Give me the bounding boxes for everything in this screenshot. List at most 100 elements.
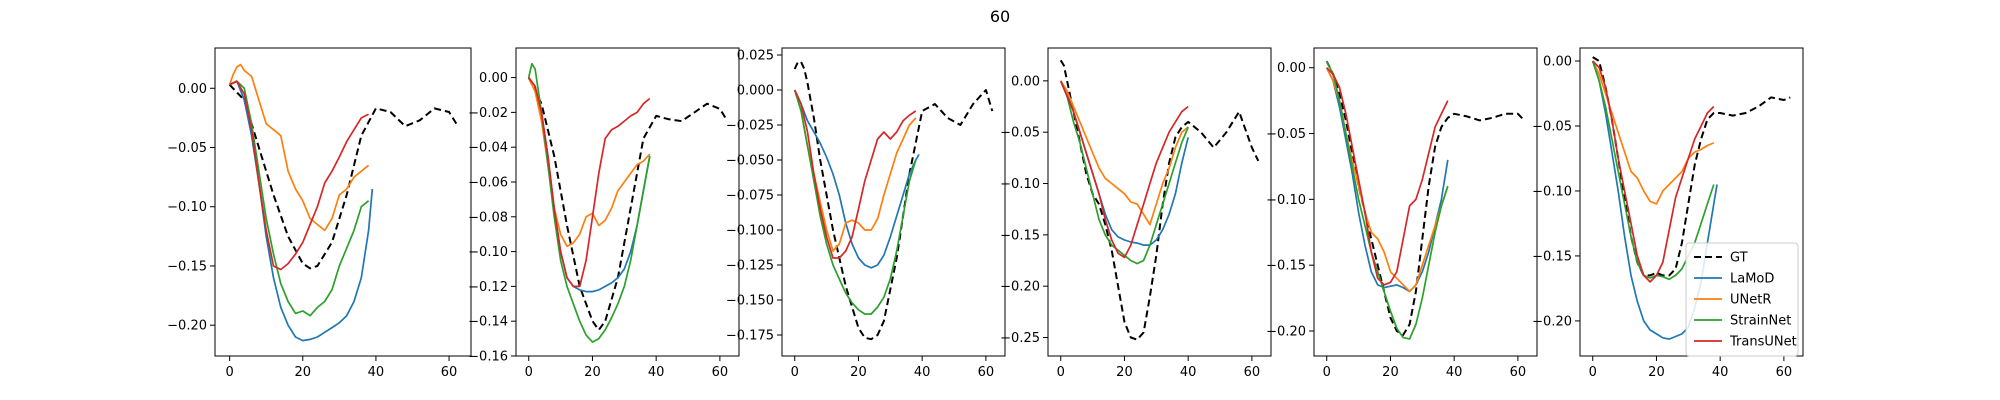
x-tick-label: 0 bbox=[1589, 365, 1597, 380]
series-line-transunet bbox=[528, 77, 651, 288]
y-tick-label: 0.000 bbox=[737, 84, 774, 99]
y-tick-label: −0.15 bbox=[167, 259, 207, 274]
series-line-lamod bbox=[1325, 67, 1449, 293]
x-tick-label: 40 bbox=[368, 365, 385, 380]
y-tick-label: −0.125 bbox=[726, 259, 774, 274]
y-tick-label: −0.04 bbox=[468, 141, 508, 156]
x-tick-label: 20 bbox=[850, 365, 867, 380]
series-line-transunet bbox=[793, 89, 917, 259]
x-tick-label: 40 bbox=[914, 365, 931, 380]
series-line-unetr bbox=[1591, 60, 1715, 205]
legend-label-lamod: LaMoD bbox=[1730, 272, 1774, 287]
axes-frame bbox=[214, 47, 472, 357]
series-line-strainnet bbox=[1059, 80, 1189, 265]
panel-2: 0 20 40 60 0.00 −0.02 −0.04 −0.06 −0.08 −0.10 −0.1… bbox=[468, 47, 740, 380]
y-tick-label: −0.10 bbox=[468, 245, 508, 260]
x-tick-label: 20 bbox=[584, 365, 601, 380]
x-tick-label: 60 bbox=[712, 365, 729, 380]
x-tick-label: 20 bbox=[1116, 365, 1133, 380]
y-tick-label: 0.00 bbox=[479, 71, 508, 86]
y-tick-label: −0.20 bbox=[1000, 280, 1040, 295]
y-tick-label: 0.00 bbox=[178, 82, 207, 97]
x-tick-label: 20 bbox=[1382, 365, 1399, 380]
axes-frame bbox=[781, 47, 1006, 357]
x-tick-label: 20 bbox=[294, 365, 311, 380]
legend-label-strainnet: StrainNet bbox=[1730, 314, 1791, 329]
x-tick-label: 40 bbox=[648, 365, 665, 380]
series-line-gt bbox=[228, 84, 458, 270]
y-tick-label: −0.05 bbox=[167, 141, 207, 156]
series-line-gt bbox=[527, 77, 728, 331]
y-tick-label: −0.15 bbox=[1000, 228, 1040, 243]
legend-box bbox=[1685, 242, 1799, 357]
axes-frame bbox=[1047, 47, 1272, 357]
x-tick-label: 40 bbox=[1446, 365, 1463, 380]
y-tick-label: 0.00 bbox=[1011, 74, 1040, 89]
legend: GT LaMoD UNetR StrainNet TransUNet bbox=[1685, 242, 1799, 357]
series-line-unetr bbox=[1059, 80, 1189, 226]
y-tick-label: −0.075 bbox=[726, 189, 774, 204]
panels: 0 20 40 60 0.00 −0.05 −0.10 −0.15 −0.20 0 20 40 60 0.… bbox=[167, 47, 1804, 380]
x-tick-label: 60 bbox=[1244, 365, 1261, 380]
panel-5: 0 20 40 60 0.00 −0.05 −0.10 −0.15 −0.20 bbox=[1266, 47, 1538, 380]
y-tick-label: −0.20 bbox=[167, 319, 207, 334]
y-tick-label: 0.00 bbox=[1543, 54, 1572, 69]
y-tick-label: −0.050 bbox=[726, 154, 774, 169]
y-tick-label: −0.15 bbox=[1532, 249, 1572, 264]
y-tick-label: −0.12 bbox=[468, 280, 508, 295]
y-tick-label: −0.175 bbox=[726, 329, 774, 344]
x-tick-label: 0 bbox=[791, 365, 799, 380]
y-tick-label: −0.20 bbox=[1532, 314, 1572, 329]
x-tick-label: 0 bbox=[1323, 365, 1331, 380]
legend-label-unetr: UNetR bbox=[1730, 293, 1771, 308]
x-tick-label: 20 bbox=[1648, 365, 1665, 380]
legend-label-transunet: TransUNet bbox=[1729, 335, 1797, 350]
y-tick-label: −0.10 bbox=[167, 200, 207, 215]
series-line-strainnet bbox=[793, 89, 917, 315]
x-tick-label: 60 bbox=[1510, 365, 1527, 380]
x-tick-label: 60 bbox=[441, 365, 458, 380]
y-tick-label: −0.025 bbox=[726, 119, 774, 134]
y-tick-label: −0.08 bbox=[468, 210, 508, 225]
y-tick-label: −0.14 bbox=[468, 315, 508, 330]
series-line-strainnet bbox=[229, 80, 370, 317]
legend-label-gt: GT bbox=[1730, 251, 1748, 266]
y-tick-label: −0.15 bbox=[1266, 259, 1306, 274]
axes-frame bbox=[1313, 47, 1538, 357]
series-line-gt bbox=[793, 61, 994, 341]
y-tick-label: −0.16 bbox=[468, 350, 508, 365]
y-tick-label: −0.20 bbox=[1266, 324, 1306, 339]
y-tick-label: −0.150 bbox=[726, 294, 774, 309]
x-tick-label: 0 bbox=[525, 365, 533, 380]
x-tick-label: 60 bbox=[978, 365, 995, 380]
y-tick-label: −0.100 bbox=[726, 224, 774, 239]
y-tick-label: 0.00 bbox=[1277, 61, 1306, 76]
series-line-transunet bbox=[1592, 60, 1715, 283]
series-line-transunet bbox=[1059, 80, 1189, 259]
y-tick-label: −0.05 bbox=[1266, 127, 1306, 142]
y-tick-label: −0.10 bbox=[1000, 177, 1040, 192]
x-tick-label: 60 bbox=[1776, 365, 1793, 380]
x-tick-label: 0 bbox=[225, 365, 233, 380]
y-tick-label: −0.02 bbox=[468, 106, 508, 121]
series-line-lamod bbox=[793, 89, 920, 269]
series-line-transunet bbox=[229, 80, 369, 271]
series-line-transunet bbox=[1326, 67, 1449, 286]
y-tick-label: −0.06 bbox=[468, 175, 508, 190]
series-line-unetr bbox=[228, 63, 370, 232]
y-tick-label: −0.10 bbox=[1532, 184, 1572, 199]
x-tick-label: 0 bbox=[1057, 365, 1065, 380]
x-tick-label: 40 bbox=[1180, 365, 1197, 380]
y-tick-label: −0.05 bbox=[1000, 126, 1040, 141]
axes-frame bbox=[515, 47, 740, 357]
y-tick-label: −0.25 bbox=[1000, 331, 1040, 346]
panel-3: 0 20 40 60 0.025 0.000 −0.025 −0.050 −0.075 −0.10… bbox=[726, 47, 1006, 380]
x-tick-label: 40 bbox=[1712, 365, 1729, 380]
series-line-strainnet bbox=[1325, 60, 1449, 340]
figure-title: 60 bbox=[990, 7, 1010, 26]
series-line-gt bbox=[1325, 60, 1526, 336]
panel-1: 0 20 40 60 0.00 −0.05 −0.10 −0.15 −0.20 bbox=[167, 47, 472, 380]
series-line-gt bbox=[1592, 56, 1791, 277]
